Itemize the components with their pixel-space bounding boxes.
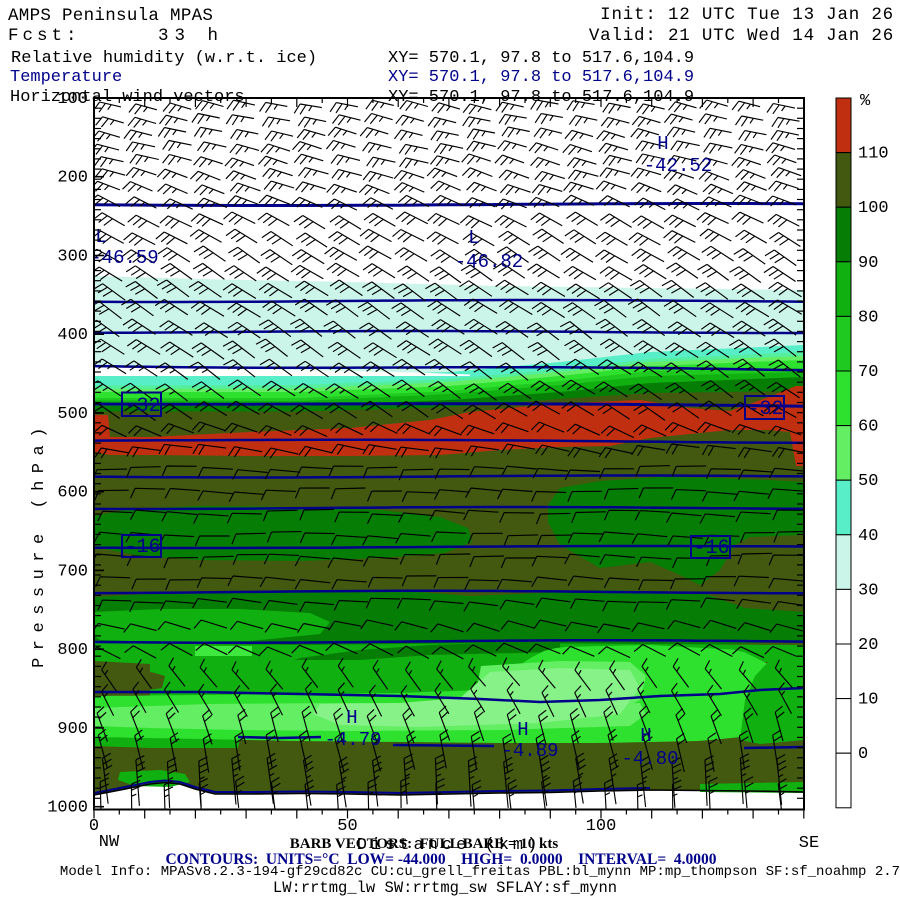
svg-text:Pressure (hPa): Pressure (hPa): [30, 420, 49, 668]
svg-text:30: 30: [858, 581, 878, 600]
svg-text:70: 70: [858, 363, 878, 382]
svg-text:Fcst:: Fcst:: [8, 26, 81, 46]
svg-text:-16: -16: [693, 537, 729, 560]
svg-text:100: 100: [858, 199, 889, 218]
svg-text:%: %: [860, 92, 871, 111]
svg-text:-4.80: -4.80: [621, 748, 678, 770]
svg-text:-32: -32: [747, 398, 783, 421]
svg-text:-42.52: -42.52: [644, 155, 712, 177]
svg-text:Relative humidity (w.r.t. ice): Relative humidity (w.r.t. ice): [11, 49, 317, 68]
svg-text:-4.79: -4.79: [324, 729, 381, 751]
svg-text:LW:rrtmg_lw SW:rrtmg_sw SFLAY:: LW:rrtmg_lw SW:rrtmg_sw SFLAY:sf_mynn: [273, 879, 617, 897]
svg-text:Init: 12 UTC Tue 13 Jan 26: Init: 12 UTC Tue 13 Jan 26: [600, 5, 894, 25]
svg-text:90: 90: [858, 254, 878, 273]
svg-text:20: 20: [858, 636, 878, 655]
svg-text:-16: -16: [124, 536, 160, 559]
svg-text:600: 600: [57, 484, 88, 503]
svg-text:H: H: [346, 707, 357, 729]
svg-text:XY= 570.1, 97.8 to 517.6,104.9: XY= 570.1, 97.8 to 517.6,104.9: [388, 49, 694, 68]
svg-text:800: 800: [57, 641, 88, 660]
svg-text:500: 500: [57, 405, 88, 424]
svg-text:40: 40: [858, 527, 878, 546]
svg-text:-46.59: -46.59: [90, 247, 158, 269]
svg-text:300: 300: [57, 248, 88, 267]
svg-text:AMPS Peninsula MPAS: AMPS Peninsula MPAS: [8, 6, 213, 26]
svg-text:CONTOURS: UNITS=°C LOW= -44.: CONTOURS: UNITS=°C LOW= -44.000 HIGH= 0.…: [165, 851, 716, 868]
svg-text:-32: -32: [124, 395, 160, 418]
svg-text:900: 900: [57, 720, 88, 739]
svg-text:100: 100: [57, 90, 88, 109]
svg-text:Distance (km): Distance (km): [357, 836, 542, 855]
svg-text:33 h: 33 h: [158, 26, 224, 46]
svg-text:Model Info: MPASv8.2.3-194-gf2: Model Info: MPASv8.2.3-194-gf29cd82c CU:…: [60, 864, 900, 880]
svg-text:700: 700: [57, 562, 88, 581]
svg-text:50: 50: [858, 472, 878, 491]
svg-text:80: 80: [858, 308, 878, 327]
svg-text:0: 0: [89, 817, 99, 836]
svg-text:1000: 1000: [47, 799, 88, 818]
svg-text:0: 0: [858, 745, 868, 764]
svg-text:200: 200: [57, 169, 88, 188]
svg-text:10: 10: [858, 691, 878, 710]
svg-text:BARB VECTORS: FULL BARB = 10: BARB VECTORS: FULL BARB = 10 kts: [290, 836, 559, 852]
svg-text:SE: SE: [799, 834, 819, 853]
svg-text:Valid: 21 UTC Wed 14 Jan 26: Valid: 21 UTC Wed 14 Jan 26: [589, 26, 894, 46]
svg-text:XY= 570.1, 97.8 to 517.6,104.9: XY= 570.1, 97.8 to 517.6,104.9: [388, 68, 694, 87]
svg-text:H: H: [517, 719, 528, 741]
svg-text:100: 100: [586, 817, 617, 836]
svg-text:XY= 570.1, 97.8 to 517.6,104.9: XY= 570.1, 97.8 to 517.6,104.9: [388, 88, 694, 107]
svg-text:Horizontal wind vectors: Horizontal wind vectors: [10, 88, 245, 107]
svg-text:-4.89: -4.89: [501, 740, 558, 762]
svg-text:60: 60: [858, 418, 878, 437]
svg-text:L: L: [95, 226, 106, 248]
svg-text:NW: NW: [99, 833, 120, 852]
svg-text:L: L: [468, 227, 479, 249]
svg-text:-46.82: -46.82: [455, 251, 523, 273]
svg-text:110: 110: [858, 145, 889, 164]
svg-text:50: 50: [337, 817, 357, 836]
svg-text:H: H: [657, 133, 668, 155]
svg-text:H: H: [640, 725, 651, 747]
svg-text:Temperature: Temperature: [10, 68, 122, 87]
svg-text:400: 400: [57, 326, 88, 345]
